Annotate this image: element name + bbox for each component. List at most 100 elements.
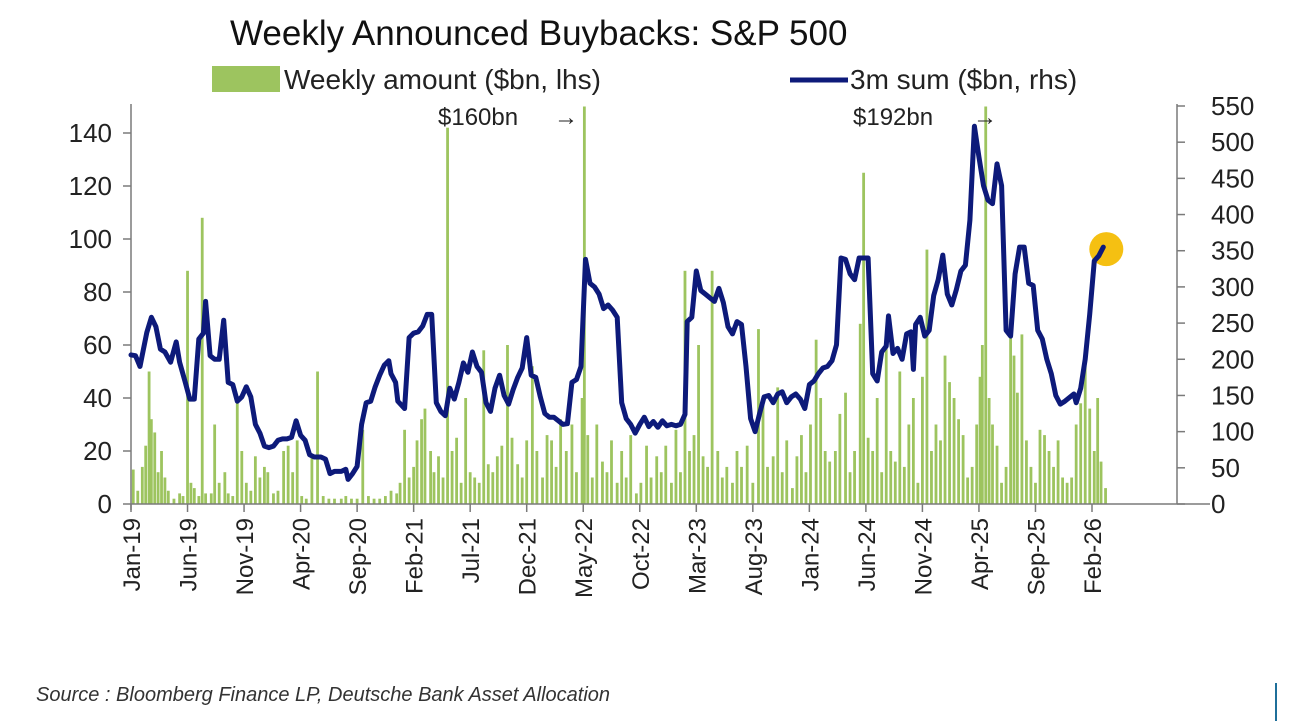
weekly-bar	[477, 482, 481, 504]
weekly-bar	[446, 127, 449, 504]
weekly-bar	[866, 437, 870, 504]
weekly-bar	[395, 493, 399, 504]
weekly-bar	[213, 424, 217, 504]
weekly-bar	[389, 490, 393, 504]
y-right-tick-label: 500	[1211, 127, 1254, 157]
weekly-bar	[383, 496, 387, 504]
weekly-bar	[149, 419, 153, 504]
weekly-bar	[564, 451, 568, 504]
y-left-tick-label: 60	[83, 330, 112, 360]
weekly-bar	[1047, 451, 1051, 504]
weekly-bar	[156, 472, 160, 504]
weekly-bar	[828, 461, 832, 504]
weekly-bar	[300, 496, 304, 504]
weekly-bar	[403, 429, 407, 504]
x-tick-label: Sep-25	[1023, 518, 1050, 595]
weekly-bar	[550, 440, 553, 504]
weekly-bar	[178, 493, 182, 504]
weekly-bar	[197, 496, 201, 504]
weekly-bar	[898, 371, 902, 504]
weekly-bar	[966, 477, 970, 504]
weekly-bar	[464, 398, 468, 504]
weekly-bar	[761, 398, 765, 504]
weekly-bar	[766, 466, 769, 504]
weekly-bar	[339, 498, 343, 504]
weekly-bar	[486, 464, 490, 504]
weekly-bar	[639, 482, 643, 504]
x-tick-label: Jun-24	[854, 518, 881, 591]
weekly-bar	[535, 451, 539, 504]
weekly-bar	[595, 424, 599, 504]
weekly-bar	[943, 355, 947, 504]
weekly-bar	[1009, 318, 1012, 504]
weekly-bar	[776, 387, 780, 504]
weekly-bar	[1056, 440, 1060, 504]
weekly-bar	[1104, 488, 1107, 504]
weekly-bar	[1038, 429, 1042, 504]
weekly-bar	[605, 472, 609, 504]
weekly-bar	[952, 398, 956, 504]
weekly-bar	[1074, 424, 1078, 504]
y-right-tick-label: 350	[1211, 236, 1254, 266]
weekly-bar	[1052, 466, 1055, 504]
x-tick-label: Nov-24	[910, 518, 937, 595]
weekly-bar	[223, 472, 227, 504]
x-tick-label: Sep-20	[345, 518, 372, 595]
weekly-bar	[144, 445, 148, 504]
weekly-bar	[629, 435, 633, 504]
legend-swatch-weekly	[212, 66, 280, 92]
weekly-bar	[240, 451, 244, 504]
weekly-bar	[745, 445, 749, 504]
weekly-bar	[692, 435, 696, 504]
weekly-bar	[601, 461, 604, 504]
legend-label-weekly: Weekly amount ($bn, lhs)	[284, 64, 601, 95]
weekly-bar	[455, 437, 459, 504]
weekly-bar	[415, 440, 419, 504]
annotation-160bn-arrow: →	[554, 104, 578, 131]
weekly-bar	[823, 451, 827, 504]
weekly-bar	[204, 493, 208, 504]
weekly-bar	[407, 477, 411, 504]
weekly-bar	[780, 472, 784, 504]
weekly-bars	[131, 106, 1107, 505]
weekly-bar	[664, 445, 668, 504]
weekly-bar	[516, 464, 520, 504]
weekly-bar	[545, 435, 549, 504]
weekly-bar	[735, 451, 739, 504]
weekly-bar	[1092, 451, 1096, 504]
source-note: Source : Bloomberg Finance LP, Deutsche …	[36, 684, 611, 706]
weekly-bar	[295, 440, 299, 504]
weekly-bar	[200, 217, 204, 505]
weekly-bar	[541, 477, 544, 504]
3m-sum-line-layer	[128, 123, 1124, 482]
weekly-bar	[570, 424, 574, 504]
y-left-tick-label: 140	[69, 118, 112, 148]
y-left-tick-label: 20	[83, 436, 112, 466]
weekly-bar	[907, 424, 911, 504]
weekly-bar	[795, 456, 799, 504]
y-left-tick-label: 40	[83, 383, 112, 413]
weekly-bar	[844, 392, 847, 504]
weekly-bar	[740, 466, 743, 504]
chart-title: Weekly Announced Buybacks: S&P 500	[230, 14, 847, 53]
weekly-bar	[1099, 461, 1103, 504]
weekly-bar	[921, 376, 924, 504]
weekly-bar	[697, 345, 700, 504]
x-tick-label: Jun-19	[176, 518, 203, 591]
weekly-bar	[1004, 466, 1008, 504]
weekly-bar	[939, 440, 942, 504]
weekly-bar	[321, 496, 325, 504]
3m-sum-line	[128, 123, 1106, 482]
weekly-bar	[995, 445, 999, 504]
weekly-bar	[367, 496, 370, 504]
y-right-tick-label: 50	[1211, 453, 1240, 483]
weekly-bar	[706, 466, 709, 504]
weekly-bar	[1061, 477, 1065, 504]
weekly-bar	[235, 398, 239, 504]
weekly-bar	[586, 435, 590, 504]
weekly-bar	[286, 445, 290, 504]
weekly-bar	[291, 472, 295, 504]
weekly-bar	[333, 498, 336, 504]
weekly-bar	[670, 482, 673, 504]
x-tick-label: Dec-21	[515, 518, 542, 595]
